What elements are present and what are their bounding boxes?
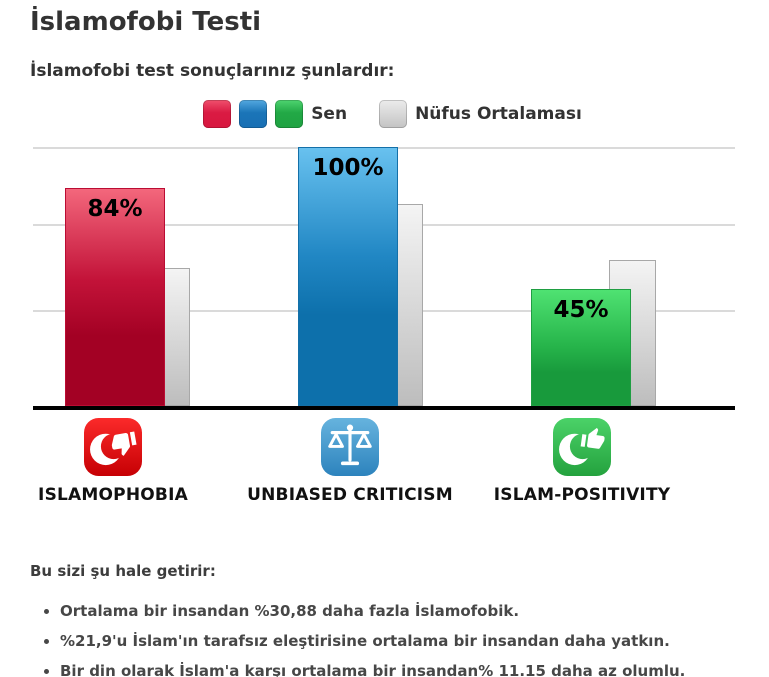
- category-label: ISLAMOPHOBIA: [38, 485, 188, 505]
- category-label: ISLAM-POSITIVITY: [493, 485, 671, 505]
- result-bullet: %21,9'u İslam'ın tarafsız eleştirisine o…: [60, 632, 769, 651]
- results-subtitle: İslamofobi test sonuçlarınız şunlardır:: [30, 61, 395, 81]
- user-bar-unbiased-criticism: 100%: [298, 147, 398, 406]
- legend-swatch-average-icon: [379, 100, 408, 128]
- category-label: UNBIASED CRITICISM: [247, 485, 453, 505]
- scales-of-justice-icon: [321, 418, 379, 476]
- results-section: Bu sizi şu hale getirir: Ortalama bir in…: [30, 562, 769, 677]
- bar-chart: 84% 100% 45%: [0, 147, 769, 410]
- bar-value-label: 100%: [312, 155, 384, 181]
- crescent-thumbs-down-icon: [84, 418, 142, 476]
- result-bullet: Ortalama bir insandan %30,88 daha fazla …: [60, 602, 769, 621]
- legend-label-average: Nüfus Ortalaması: [415, 104, 582, 124]
- legend-swatch-green-icon: [275, 100, 304, 128]
- chart-legend: Sen Nüfus Ortalaması: [0, 99, 769, 129]
- category-islam-positivity: ISLAM-POSITIVITY: [462, 418, 702, 505]
- result-bullet: Bir din olarak İslam'a karşı ortalama bi…: [60, 662, 769, 677]
- results-list: Ortalama bir insandan %30,88 daha fazla …: [60, 602, 769, 677]
- category-islamophobia: ISLAMOPHOBIA: [0, 418, 233, 505]
- category-unbiased-criticism: UNBIASED CRITICISM: [230, 418, 470, 505]
- legend-label-you: Sen: [311, 104, 348, 124]
- bar-value-label: 45%: [553, 297, 609, 323]
- bar-value-label: 84%: [87, 196, 143, 222]
- results-heading: Bu sizi şu hale getirir:: [30, 562, 216, 580]
- category-row: ISLAMOPHOBIA: [0, 418, 769, 514]
- crescent-thumbs-up-icon: [553, 418, 611, 476]
- legend-swatch-red-icon: [203, 100, 232, 128]
- user-bar-islam-positivity: 45%: [531, 289, 631, 406]
- user-bar-islamophobia: 84%: [65, 188, 165, 406]
- page-title: İslamofobi Testi: [30, 7, 262, 37]
- legend-swatch-blue-icon: [239, 100, 268, 128]
- x-axis-line: [33, 406, 735, 410]
